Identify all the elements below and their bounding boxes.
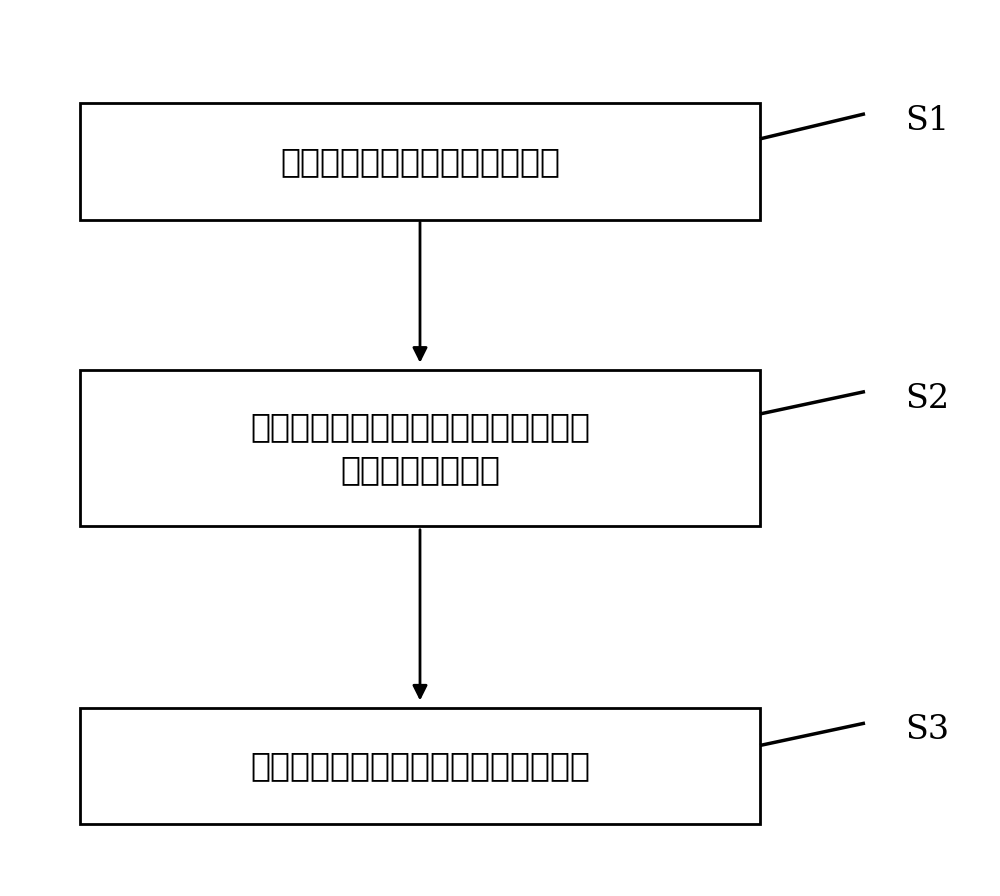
Text: 将处理后的有机染料进行低聚物化反应: 将处理后的有机染料进行低聚物化反应	[250, 750, 590, 782]
Text: 将经过处理后的不同有机染料和硅氧烷
树脂进行混合分散: 将经过处理后的不同有机染料和硅氧烷 树脂进行混合分散	[250, 409, 590, 487]
Bar	[80, 103, 760, 220]
Text: S2: S2	[905, 383, 949, 415]
Text: 将有机染料采用丙烯酸单体修饰: 将有机染料采用丙烯酸单体修饰	[280, 145, 560, 177]
Text: S3: S3	[905, 714, 949, 746]
Bar	[80, 370, 760, 527]
Bar	[80, 708, 760, 824]
Text: S1: S1	[905, 105, 949, 137]
